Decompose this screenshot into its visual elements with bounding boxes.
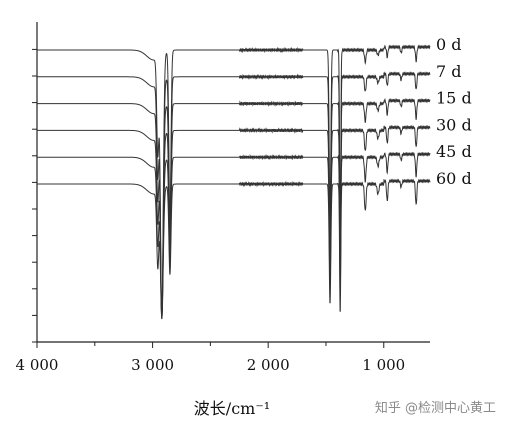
spectrum-trace — [37, 178, 431, 320]
series-label: 7 d — [436, 62, 462, 81]
series-labels: 0 d 7 d 15 d 30 d 45 d 60 d — [436, 35, 472, 188]
x-tick-label: 2 000 — [247, 356, 290, 374]
series-label: 60 d — [436, 169, 472, 188]
spectrum-trace — [37, 151, 431, 319]
x-tick-label: 4 000 — [16, 356, 59, 374]
spectrum-trace — [37, 124, 431, 318]
spectra-traces — [37, 44, 431, 320]
series-label: 30 d — [436, 115, 472, 134]
spectrum-trace — [37, 71, 431, 316]
x-tick-label: 1 000 — [362, 356, 405, 374]
series-label: 0 d — [436, 35, 462, 54]
series-label: 15 d — [436, 89, 472, 108]
x-axis-title: 波长/cm⁻¹ — [194, 399, 270, 418]
x-tick-label: 3 000 — [131, 356, 174, 374]
spectrum-trace — [37, 98, 431, 317]
axes: 4 000 3 000 2 000 1 000 — [16, 22, 430, 374]
spectrum-trace — [37, 44, 431, 316]
watermark: 知乎 @检测中心黄工 — [375, 400, 496, 416]
series-label: 45 d — [436, 142, 472, 161]
